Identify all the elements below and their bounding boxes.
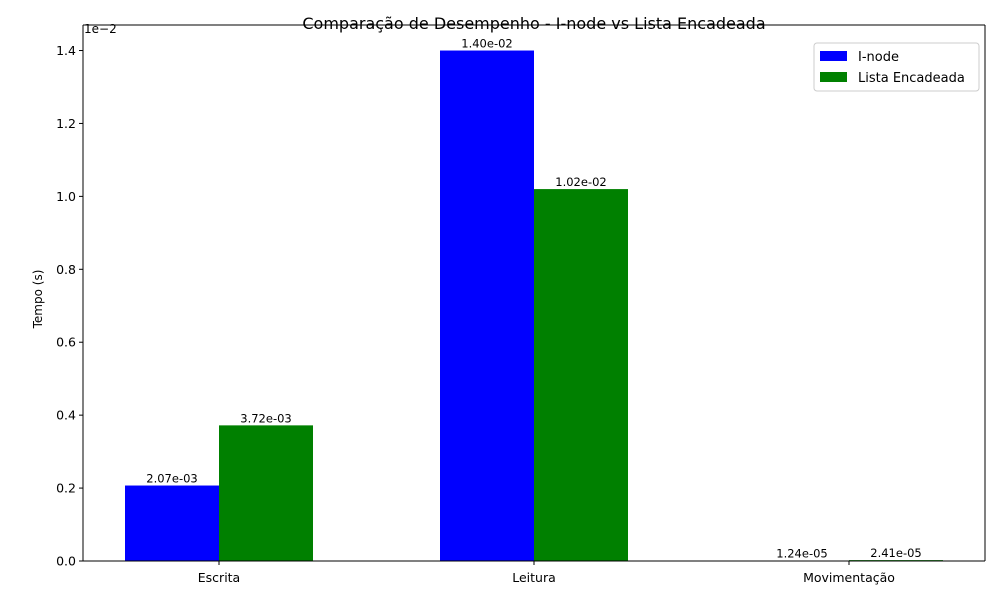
bar-lista-encadeada-1 xyxy=(534,189,628,561)
chart-title: Comparação de Desempenho - I-node vs Lis… xyxy=(302,14,765,33)
y-tick-label: 1.0 xyxy=(56,189,76,204)
x-tick-label: Escrita xyxy=(198,570,240,585)
y-axis-label: Tempo (s) xyxy=(31,270,45,330)
y-tick-label: 1.4 xyxy=(56,43,76,58)
legend: I-node Lista Encadeada xyxy=(813,42,980,92)
legend-label-inode: I-node xyxy=(858,50,899,65)
legend-frame xyxy=(813,42,980,92)
y-tick-label: 0.8 xyxy=(56,262,76,277)
y-tick-label: 0.0 xyxy=(56,554,76,569)
bar-value-label: 3.72e-03 xyxy=(240,411,291,425)
bar-value-label: 2.41e-05 xyxy=(870,546,921,560)
y-tick-label: 1.2 xyxy=(56,116,76,131)
bar-value-label: 1.24e-05 xyxy=(776,547,827,561)
bar-i-node-1 xyxy=(440,50,534,562)
y-tick-label: 0.4 xyxy=(56,408,76,423)
y-offset-label: 1e−2 xyxy=(84,22,117,36)
legend-label-lista-encadeada: Lista Encadeada xyxy=(858,71,965,86)
bar-lista-encadeada-0 xyxy=(219,425,313,561)
legend-swatch-lista-encadeada xyxy=(820,72,847,82)
bar-value-label: 2.07e-03 xyxy=(146,472,197,486)
y-tick-label: 0.2 xyxy=(56,481,76,496)
bar-i-node-0 xyxy=(125,485,219,561)
bar-value-label: 1.02e-02 xyxy=(555,175,606,189)
bar-value-label: 1.40e-02 xyxy=(461,37,512,51)
legend-swatch-inode xyxy=(820,51,847,61)
x-tick-label: Movimentação xyxy=(803,570,895,585)
y-tick-label: 0.6 xyxy=(56,335,76,350)
x-tick-label: Leitura xyxy=(512,570,556,585)
